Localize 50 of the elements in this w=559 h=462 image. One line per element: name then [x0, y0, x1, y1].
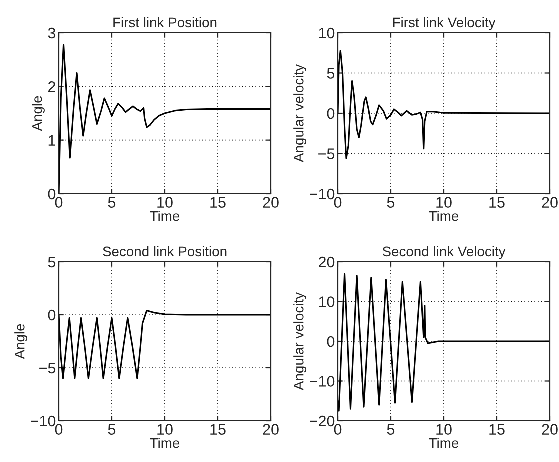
x-tick-label: 15: [210, 424, 226, 435]
y-tick-label: 20: [319, 256, 335, 268]
y-axis-title: Angular velocity: [294, 64, 307, 162]
y-tick-label: 2: [48, 82, 56, 92]
x-axis-title: Time: [150, 211, 180, 222]
y-axis-title: Angle: [14, 324, 28, 360]
y-tick-label: −20: [310, 416, 335, 427]
x-tick-label: 20: [263, 424, 279, 435]
x-tick-label: 0: [334, 197, 342, 208]
y-tick-label: −5: [318, 148, 335, 160]
y-tick-label: −10: [310, 376, 335, 387]
x-tick-label: 0: [55, 197, 63, 208]
chart-title: First link Velocity: [393, 17, 496, 30]
y-axis-title: Angular velocity: [294, 292, 307, 390]
x-tick-label: 15: [490, 424, 505, 435]
y-tick-label: 5: [48, 257, 56, 268]
y-tick-label: −5: [40, 363, 56, 374]
x-tick-label: 10: [158, 424, 173, 435]
y-tick-label: 10: [319, 28, 335, 39]
y-axis-title: Angle: [32, 96, 45, 132]
x-tick-label: 20: [542, 197, 558, 208]
x-tick-label: 0: [55, 424, 63, 435]
y-tick-label: 0: [327, 108, 335, 120]
x-axis-title: Time: [429, 211, 459, 222]
chart-title: Second link Velocity: [382, 246, 506, 260]
y-tick-label: 5: [327, 68, 335, 79]
x-axis-title: Time: [150, 438, 180, 448]
y-tick-label: 10: [319, 296, 335, 308]
x-tick-label: 10: [158, 197, 173, 208]
y-tick-label: −10: [31, 416, 56, 427]
x-tick-label: 15: [210, 197, 226, 208]
y-tick-label: 3: [48, 28, 56, 39]
x-tick-label: 10: [436, 197, 452, 208]
x-tick-label: 5: [387, 197, 395, 208]
x-tick-label: 5: [108, 424, 116, 435]
x-axis-title: Time: [429, 438, 459, 448]
x-tick-label: 5: [108, 197, 116, 208]
chart-title: First link Position: [114, 17, 217, 28]
chart-title: Second link Position: [103, 246, 227, 257]
x-tick-label: 0: [334, 424, 342, 435]
y-tick-label: −10: [310, 188, 335, 200]
y-tick-label: 0: [48, 310, 56, 321]
x-tick-label: 15: [490, 197, 505, 208]
y-tick-label: 1: [48, 135, 56, 146]
y-tick-label: 0: [327, 336, 335, 348]
x-tick-label: 20: [542, 424, 558, 435]
y-tick-label: 0: [48, 188, 56, 200]
x-tick-label: 20: [263, 197, 279, 208]
x-tick-label: 10: [436, 424, 452, 435]
x-tick-label: 5: [387, 424, 395, 435]
